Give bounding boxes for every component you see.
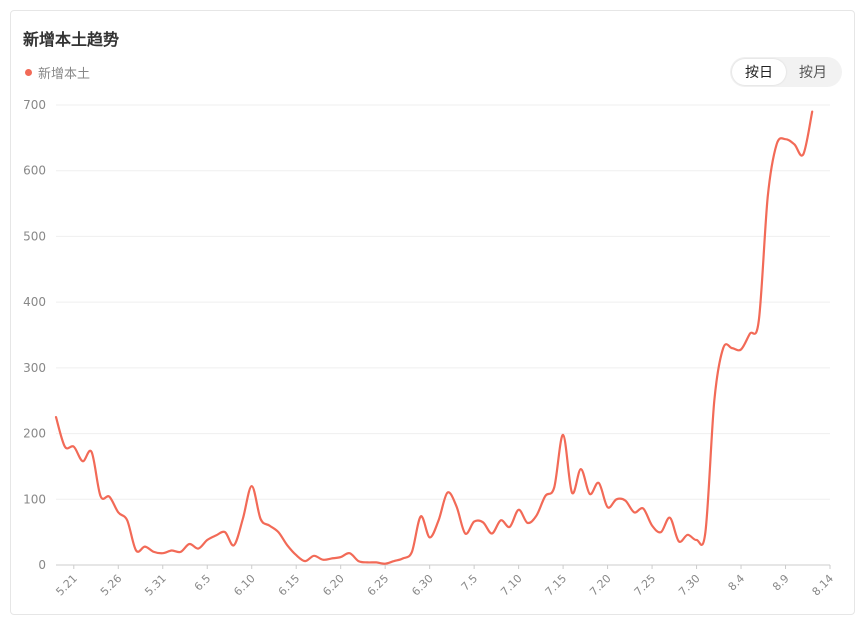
x-tick-label: 7.15 <box>543 572 570 599</box>
x-tick-label: 7.20 <box>587 572 614 599</box>
x-tick-label: 8.4 <box>726 572 748 594</box>
x-tick-label: 7.25 <box>632 572 659 599</box>
y-tick-label: 200 <box>23 427 46 441</box>
x-tick-label: 6.25 <box>365 572 392 599</box>
legend-label: 新增本土 <box>38 67 91 82</box>
x-tick-label: 6.20 <box>320 572 347 599</box>
chart-card: 新增本土趋势 新增本土 按日 按月 <box>10 10 855 615</box>
x-tick-label: 8.14 <box>810 572 837 599</box>
legend-dot-icon <box>25 69 32 76</box>
legend: 新增本土 <box>25 63 90 82</box>
toggle-month-button[interactable]: 按月 <box>799 65 827 81</box>
y-tick-label: 300 <box>23 361 46 375</box>
x-tick-label: 6.5 <box>192 572 214 594</box>
y-tick-label: 0 <box>38 558 46 572</box>
toggle-day-button[interactable]: 按日 <box>732 59 786 85</box>
y-tick-label: 600 <box>23 164 46 178</box>
x-tick-label: 7.5 <box>459 572 481 594</box>
y-tick-label: 700 <box>23 98 46 112</box>
x-tick-label: 5.21 <box>53 572 80 599</box>
x-tick-label: 5.26 <box>98 572 125 599</box>
y-tick-label: 400 <box>23 295 46 309</box>
chart-title: 新增本土趋势 <box>23 30 120 49</box>
x-tick-label: 6.15 <box>276 572 303 599</box>
x-tick-label: 8.9 <box>770 572 792 594</box>
x-tick-label: 7.30 <box>676 572 703 599</box>
period-toggle: 按日 按月 <box>730 57 842 87</box>
x-tick-label: 7.10 <box>498 572 525 599</box>
x-tick-label: 6.10 <box>231 572 258 599</box>
y-tick-label: 100 <box>23 492 46 506</box>
x-tick-label: 6.30 <box>409 572 436 599</box>
x-tick-label: 5.31 <box>142 572 169 599</box>
series-line <box>54 110 814 565</box>
y-tick-label: 500 <box>23 229 46 243</box>
